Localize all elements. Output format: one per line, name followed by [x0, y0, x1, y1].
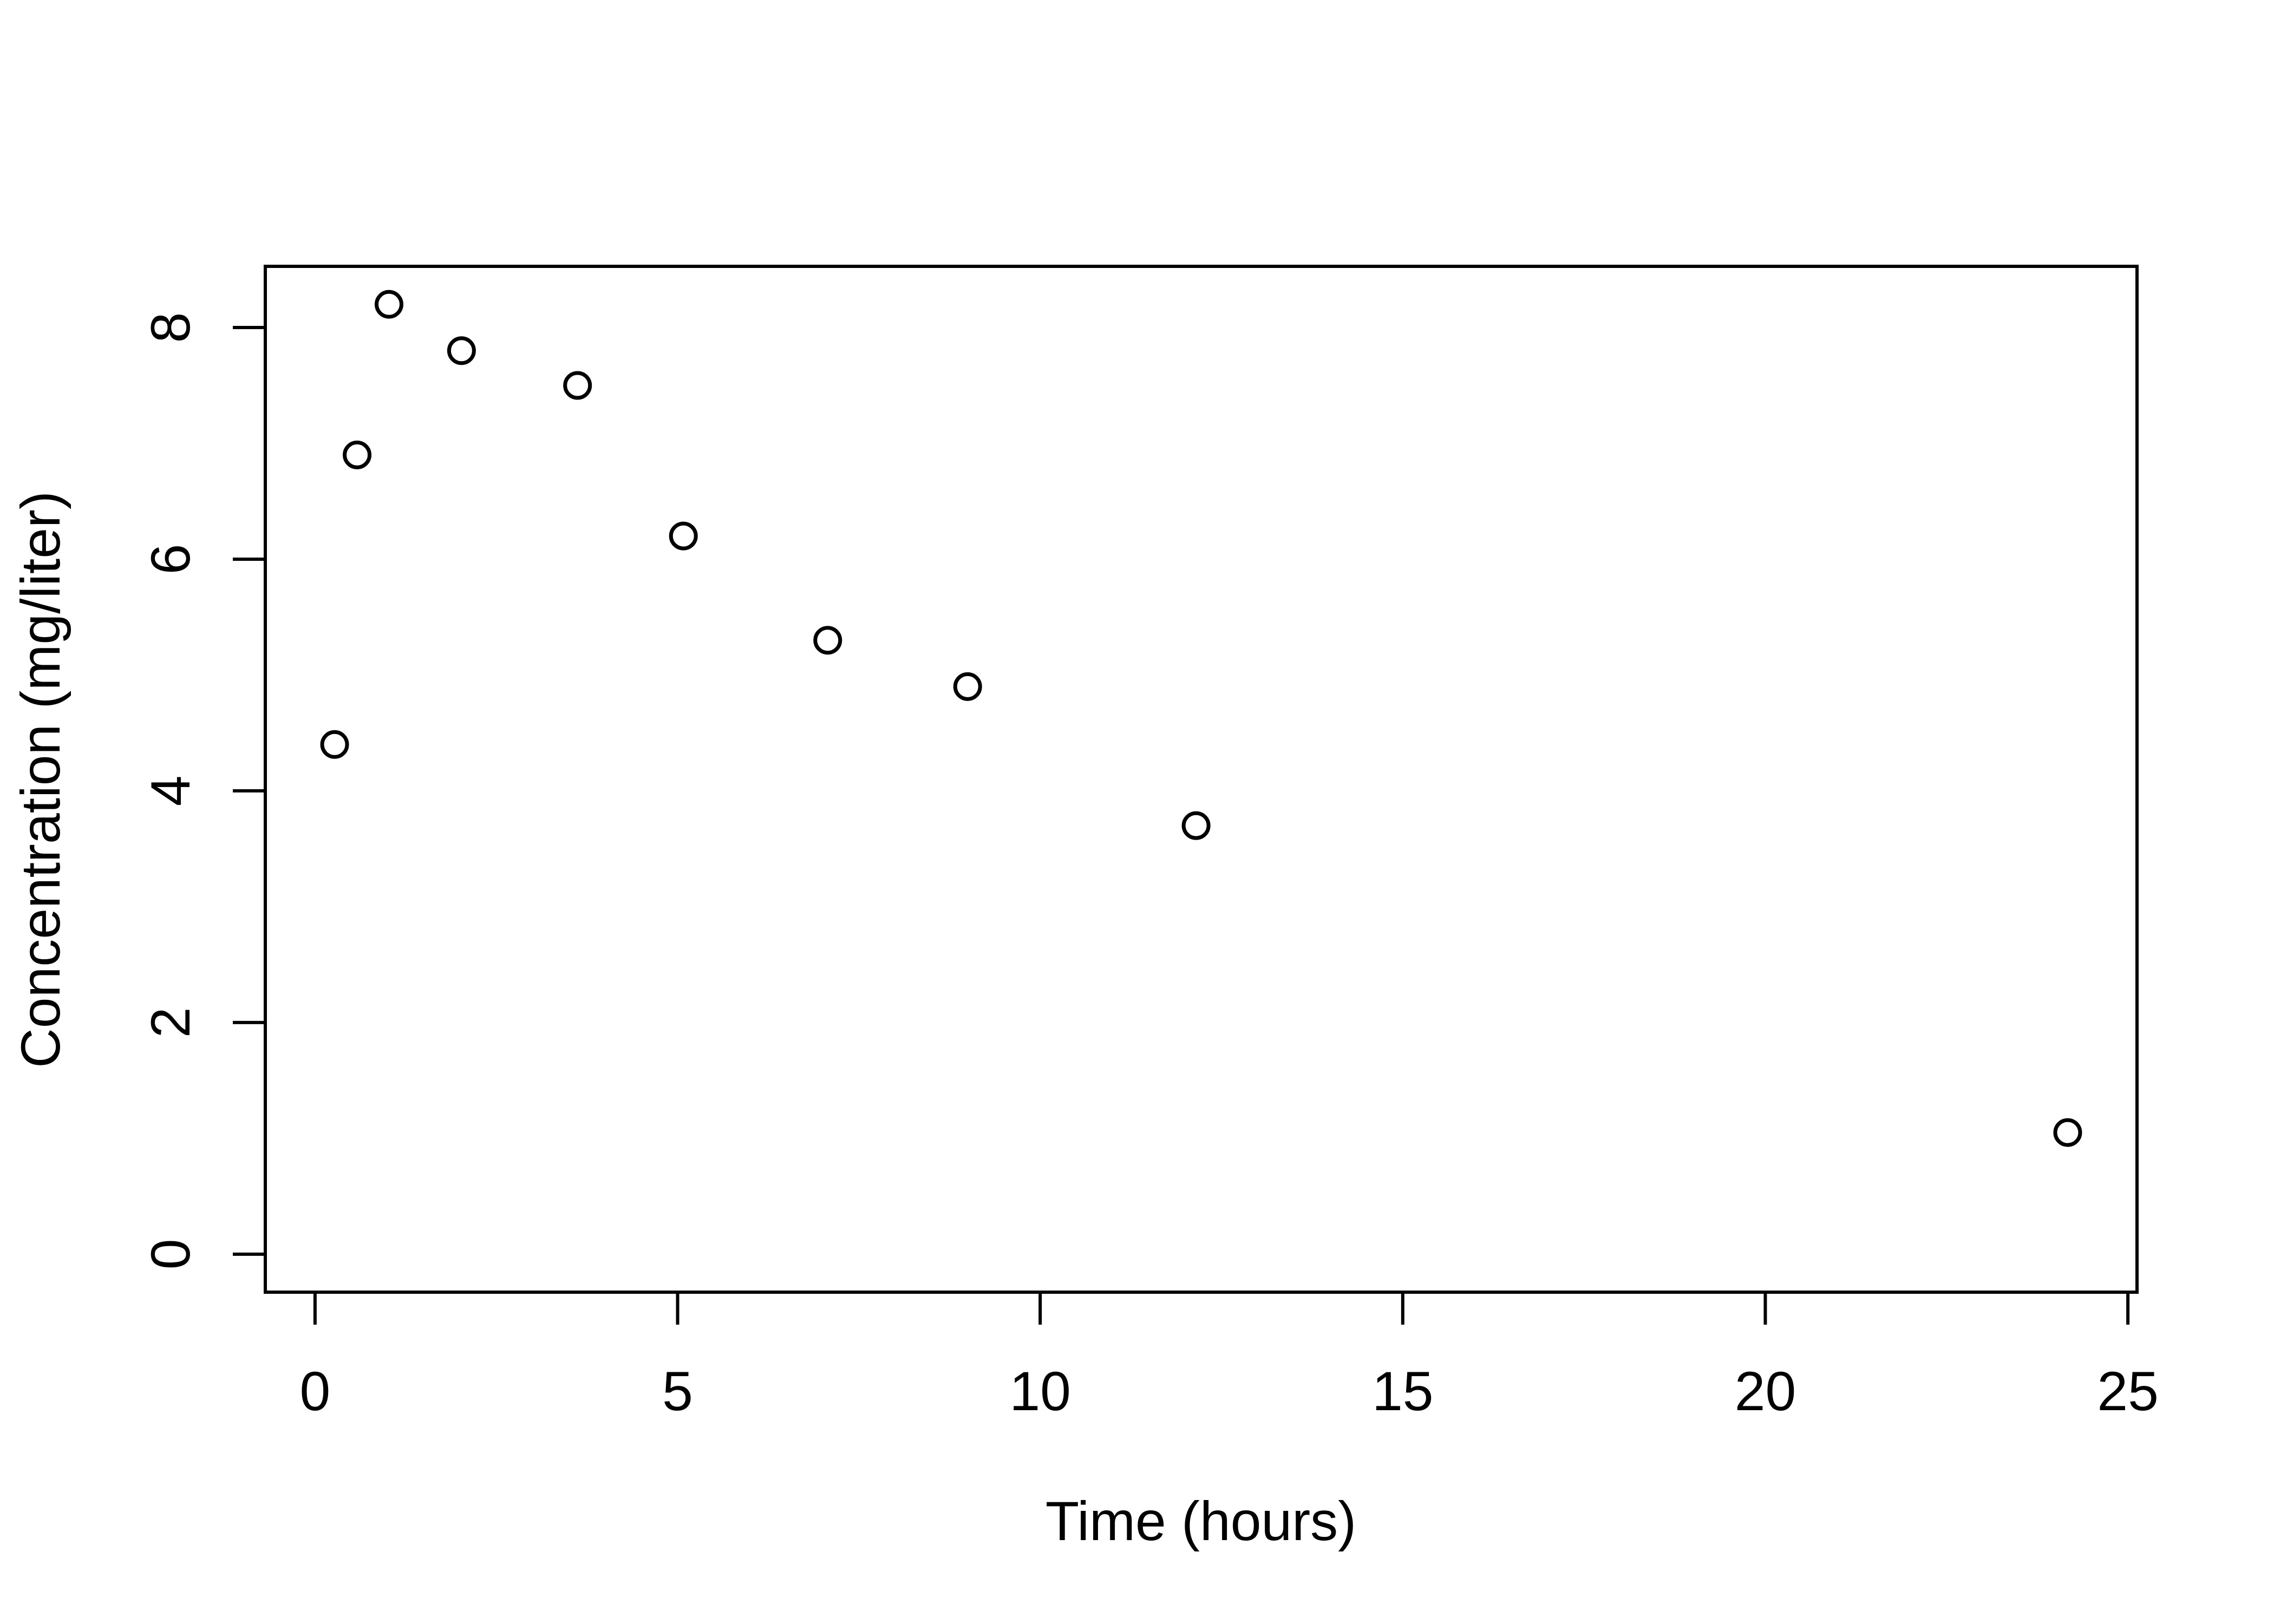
x-tick-label: 20 [1735, 1360, 1796, 1422]
data-point [563, 371, 592, 400]
data-point [669, 521, 698, 551]
x-tick-label: 10 [1009, 1360, 1070, 1422]
data-point [343, 440, 372, 469]
y-tick-label: 6 [140, 544, 201, 575]
y-tick-label: 8 [140, 312, 201, 343]
x-axis-tick-labels: 0 5 10 15 20 25 [300, 1360, 2159, 1422]
y-tick-label: 4 [140, 776, 201, 807]
x-tick-label: 5 [662, 1360, 693, 1422]
data-point [953, 672, 982, 701]
y-axis-tick-labels: 0 2 4 6 8 [140, 312, 201, 1270]
x-axis-ticks [313, 1292, 2130, 1325]
y-tick-label: 0 [140, 1239, 201, 1269]
x-tick-label: 0 [300, 1360, 331, 1422]
data-point [374, 290, 403, 319]
data-point [813, 626, 842, 655]
data-point [2053, 1118, 2082, 1147]
plot-box [264, 265, 2139, 1294]
y-axis-ticks [233, 325, 265, 1256]
y-axis-title: Concentration (mg/liter) [10, 491, 71, 1068]
x-tick-label: 15 [1372, 1360, 1433, 1422]
data-point [320, 730, 349, 759]
data-point [447, 336, 476, 365]
data-point [1181, 811, 1211, 840]
data-points [320, 290, 2082, 1147]
y-tick-label: 2 [140, 1007, 201, 1038]
x-tick-label: 25 [2097, 1360, 2158, 1422]
x-axis-title: Time (hours) [1045, 1490, 1356, 1552]
